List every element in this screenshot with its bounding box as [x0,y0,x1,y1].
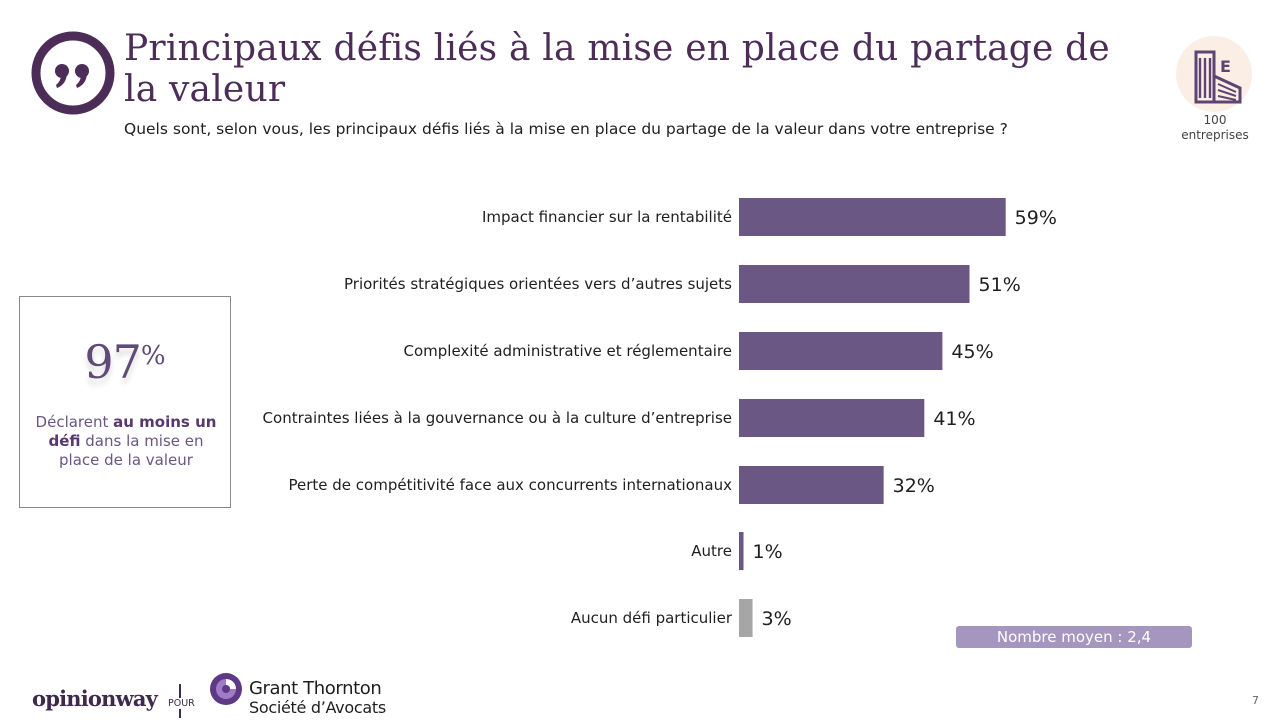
value-label: 32% [893,475,935,497]
grant-thornton-logo-icon [210,673,242,705]
sample-size: 100 entreprises [1170,113,1260,143]
bar [739,466,884,504]
quote-icon [31,31,115,115]
bar [739,198,1006,236]
value-label: 45% [951,341,993,363]
highlight-text-post: dans la mise en place de la valeur [59,432,204,469]
value-label: 59% [1015,207,1057,229]
bar [739,332,943,370]
bar [739,599,753,637]
category-label: Complexité administrative et réglementai… [404,342,733,360]
partner-subtitle: Société d’Avocats [249,698,386,717]
average-badge: Nombre moyen : 2,4 [956,626,1192,648]
value-label: 51% [979,274,1021,296]
value-label: 1% [753,541,783,563]
page-number: 7 [1252,694,1259,707]
category-label: Perte de compétitivité face aux concurre… [289,476,733,494]
svg-text:E: E [1220,57,1231,76]
highlight-box: 97% Déclarent au moins un défi dans la m… [19,296,231,508]
category-label: Contraintes liées à la gouvernance ou à … [263,409,732,427]
page-title: Principaux défis liés à la mise en place… [124,28,1110,110]
partner-name: Grant Thornton [249,678,382,699]
bar [739,265,970,303]
category-label: Autre [691,542,732,560]
opinionway-logo: opinionway [32,686,158,711]
highlight-text-bold: au moins un défi [48,413,217,450]
value-label: 41% [933,408,975,430]
category-label: Impact financier sur la rentabilité [482,208,732,226]
sample-label: entreprises [1181,128,1249,142]
value-label: 3% [762,608,792,630]
footer-pour: POUR [165,698,198,709]
highlight-number: 97 [84,335,142,389]
category-label: Priorités stratégiques orientées vers d’… [344,275,732,293]
highlight-unit: % [140,341,166,371]
highlight-text: Déclarent au moins un défi dans la mise … [26,413,226,470]
sample-count: 100 [1203,113,1227,127]
bar [739,399,925,437]
category-label: Aucun défi particulier [571,609,733,627]
bar [739,532,744,570]
highlight-value: 97% [20,335,230,389]
building-icon: E [1176,36,1252,112]
highlight-text-pre: Déclarent [35,413,114,431]
question-subtitle: Quels sont, selon vous, les principaux d… [124,120,1008,138]
